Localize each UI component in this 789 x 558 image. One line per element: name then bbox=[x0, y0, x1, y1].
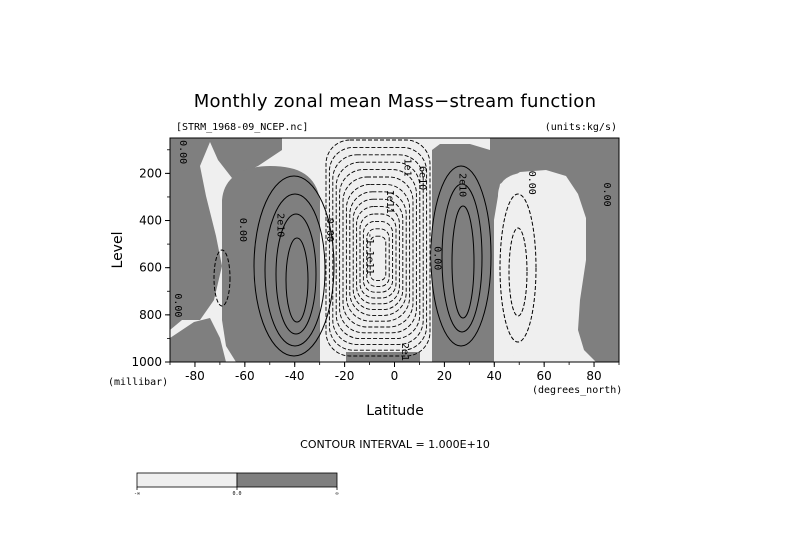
hadley-cell-contours bbox=[325, 139, 431, 357]
colorbar-label-high: ∞ bbox=[335, 491, 338, 497]
hadley-contour bbox=[345, 183, 411, 322]
positive-region-southwest-bottom bbox=[170, 318, 226, 362]
contour-label: 2e10 bbox=[399, 343, 410, 367]
hadley-contour bbox=[356, 206, 400, 305]
units-label: (units:kg/s) bbox=[545, 122, 617, 133]
y-tick-label: 400 bbox=[139, 214, 162, 228]
contour-north-2 bbox=[441, 183, 483, 333]
y-tick-label: 200 bbox=[139, 166, 162, 180]
hadley-contour bbox=[352, 198, 404, 311]
hadley-contour bbox=[328, 146, 428, 351]
hadley-contour bbox=[349, 191, 407, 316]
y-axis-units: (millibar) bbox=[108, 377, 168, 388]
x-tick-label: -40 bbox=[285, 369, 305, 383]
colorbar-label-mid: 0.0 bbox=[232, 491, 241, 497]
x-axis-units: (degrees_north) bbox=[532, 385, 622, 396]
colorbar-label-low: -∞ bbox=[134, 491, 140, 497]
x-axis-label: Latitude bbox=[366, 403, 424, 419]
chart-title: Monthly zonal mean Mass−stream function bbox=[194, 91, 597, 112]
hadley-contour bbox=[339, 169, 417, 334]
file-label: [STRM_1968-09_NCEP.nc] bbox=[176, 122, 308, 133]
x-tick-label: 20 bbox=[437, 369, 452, 383]
contour-south-2 bbox=[264, 193, 326, 347]
contour-label: 0.00 bbox=[324, 218, 335, 242]
contour-south-3 bbox=[275, 213, 317, 335]
x-tick-label: -60 bbox=[235, 369, 255, 383]
contour-label: 0.00 bbox=[526, 171, 537, 195]
contour-labels: 0.00 0.00 2e10 0.00 -1.1e11 1e11 1e1 6e10 0.00 2e… bbox=[172, 140, 612, 367]
positive-region-northern-high bbox=[490, 138, 619, 362]
contour-north-negative-2 bbox=[508, 227, 528, 317]
colorbar-negative-swatch bbox=[136, 472, 238, 488]
y-axis-label: Level bbox=[110, 232, 126, 269]
contour-label: 1e1 bbox=[401, 158, 412, 176]
x-tick-label: -20 bbox=[335, 369, 355, 383]
x-tick-label: 60 bbox=[537, 369, 552, 383]
contour-label: 0.00 bbox=[177, 140, 188, 164]
contour-label: 0.00 bbox=[431, 246, 442, 270]
hadley-contour bbox=[342, 176, 414, 328]
x-tick-label: 80 bbox=[586, 369, 601, 383]
contour-label: 0.00 bbox=[601, 183, 612, 207]
x-tick-label: -80 bbox=[185, 369, 205, 383]
x-tick-label: 40 bbox=[487, 369, 502, 383]
y-tick-label: 600 bbox=[139, 261, 162, 275]
contour-label: 2e10 bbox=[456, 173, 467, 197]
positive-region-southern-ferrel bbox=[222, 166, 320, 362]
contour-south-1 bbox=[253, 175, 335, 357]
positive-region-north-polar-west bbox=[170, 138, 282, 330]
contour-north-1 bbox=[430, 165, 492, 347]
contour-interval-label: CONTOUR INTERVAL = 1.000E+10 bbox=[300, 438, 490, 451]
x-axis: -80 -60 -40 -20 0 20 40 60 80 bbox=[169, 362, 620, 383]
hadley-contour bbox=[325, 139, 431, 357]
contour-label: 1e11 bbox=[384, 190, 395, 214]
positive-region-equator-bottom bbox=[346, 352, 420, 362]
colorbar: -∞ 0.0 ∞ bbox=[134, 472, 339, 497]
contour-label: 0.00 bbox=[172, 293, 183, 317]
x-tick-label: 0 bbox=[391, 369, 399, 383]
contour-north-negative-1 bbox=[499, 193, 537, 343]
hadley-contour bbox=[369, 235, 387, 282]
hadley-contour bbox=[359, 213, 397, 299]
contour-label: 6e10 bbox=[416, 166, 427, 190]
contour-south-4 bbox=[285, 237, 309, 323]
y-tick-label: 1000 bbox=[131, 355, 162, 369]
y-tick-label: 800 bbox=[139, 308, 162, 322]
hadley-contour bbox=[332, 154, 424, 345]
negative-region-northern-cell bbox=[498, 172, 566, 358]
contour-polar-negative bbox=[213, 249, 231, 307]
hadley-contour bbox=[362, 220, 394, 293]
hadley-contour bbox=[366, 228, 390, 287]
colorbar-positive-swatch bbox=[236, 472, 338, 488]
contour-north-3 bbox=[451, 205, 475, 319]
contour-label: 2e10 bbox=[274, 213, 285, 237]
contour-label: -1.1e11 bbox=[364, 232, 375, 274]
y-axis: 200 400 600 800 1000 bbox=[131, 149, 170, 369]
plot-area: 0.00 0.00 2e10 0.00 -1.1e11 1e11 1e1 6e10 0.00 2e… bbox=[170, 138, 619, 367]
contour-label: 0.00 bbox=[237, 218, 248, 242]
